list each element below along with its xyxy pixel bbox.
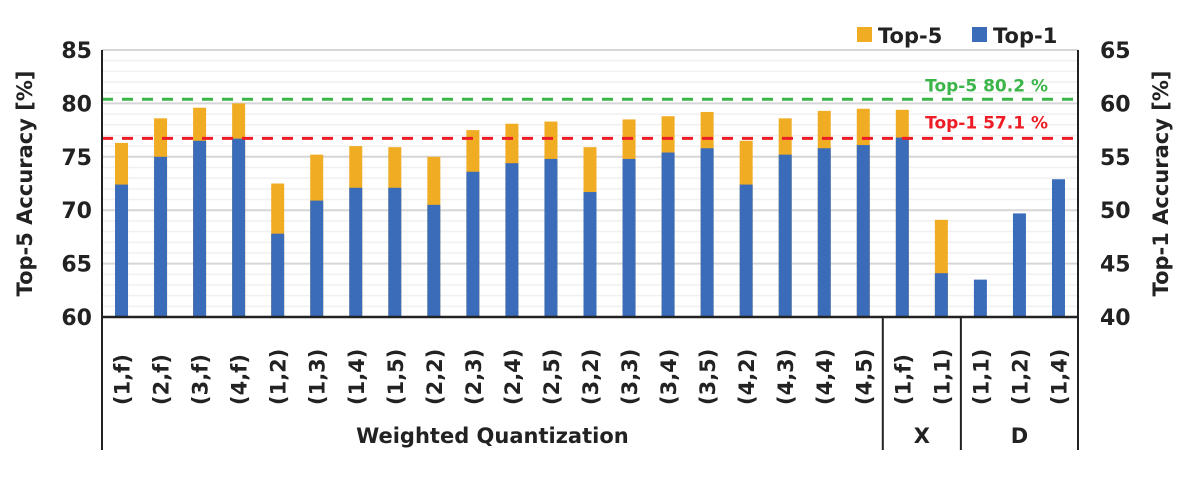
bar-top1 (622, 158, 636, 317)
bar-top1 (388, 187, 402, 317)
bar-top1 (934, 273, 948, 317)
left-tick-label: 70 (61, 199, 92, 224)
category-label: (4,4) (813, 349, 837, 405)
left-tick-label: 75 (61, 146, 92, 171)
right-tick-label: 40 (1100, 306, 1131, 331)
bar-top1 (817, 148, 831, 317)
right-tick-label: 60 (1100, 92, 1131, 117)
legend-label-top1: Top-1 (993, 24, 1057, 48)
legend-swatch-top1 (972, 27, 987, 42)
bar-top1 (856, 145, 870, 317)
category-label: (1,f) (111, 354, 135, 405)
group-label: Weighted Quantization (356, 424, 629, 448)
category-label: (4,3) (774, 349, 798, 405)
category-label: (1,3) (306, 349, 330, 405)
bar-top1 (427, 204, 441, 317)
bar-top1 (700, 148, 714, 317)
category-label: (2,3) (462, 349, 486, 405)
bar-top1 (544, 158, 558, 317)
category-label: (4,2) (735, 349, 759, 405)
group-label: D (1011, 424, 1028, 448)
right-tick-label: 50 (1100, 199, 1131, 224)
bar-top1 (193, 140, 207, 317)
category-label: (2,f) (150, 354, 174, 405)
bar-top1 (583, 192, 597, 317)
bar-top1 (895, 137, 909, 317)
bar-top1 (1012, 213, 1026, 317)
category-label: (4,f) (228, 354, 252, 405)
bar-top1 (232, 138, 246, 317)
right-axis-title: Top-1 Accuracy [%] (1149, 71, 1173, 297)
category-label: (1,4) (345, 349, 369, 405)
category-label: (3,f) (189, 354, 213, 405)
bar-top1 (661, 152, 675, 317)
category-label: (4,5) (852, 349, 876, 405)
category-label: (2,4) (501, 349, 525, 405)
right-tick-label: 55 (1100, 146, 1131, 171)
category-label: (2,2) (423, 349, 447, 405)
bar-top1 (739, 184, 753, 317)
bar-top1 (115, 184, 129, 317)
left-tick-label: 85 (61, 39, 92, 64)
category-label: (1,5) (384, 349, 408, 405)
bar-top1 (973, 279, 987, 317)
category-label: (1,1) (969, 349, 993, 405)
bar-top1 (349, 187, 363, 317)
left-tick-label: 65 (61, 253, 92, 278)
left-tick-label: 60 (61, 306, 92, 331)
bar-top1 (778, 154, 792, 317)
bar-top1 (154, 156, 168, 317)
bar-top1 (505, 163, 519, 317)
bar-top1 (310, 200, 324, 317)
right-tick-label: 65 (1100, 39, 1131, 64)
category-label: (1,2) (267, 349, 291, 405)
category-label: (3,2) (579, 349, 603, 405)
top1-reference-label: Top-1 57.1 % (925, 113, 1048, 133)
left-tick-label: 80 (61, 92, 92, 117)
left-axis-title: Top-5 Accuracy [%] (13, 71, 37, 297)
category-label: (3,4) (657, 349, 681, 405)
group-label: X (914, 424, 930, 448)
bar-top1 (1051, 179, 1065, 317)
category-label: (1,2) (1008, 349, 1032, 405)
category-label: (1,f) (891, 354, 915, 405)
right-tick-label: 45 (1100, 253, 1131, 278)
bar-top1 (271, 233, 285, 317)
category-label: (1,4) (1047, 349, 1071, 405)
bar-top1 (466, 171, 480, 317)
category-label: (1,1) (930, 349, 954, 405)
legend-label-top5: Top-5 (878, 24, 942, 48)
category-label: (2,5) (540, 349, 564, 405)
legend-swatch-top5 (857, 27, 872, 42)
category-label: (3,3) (618, 349, 642, 405)
top5-reference-label: Top-5 80.2 % (925, 76, 1048, 96)
category-label: (3,5) (696, 349, 720, 405)
